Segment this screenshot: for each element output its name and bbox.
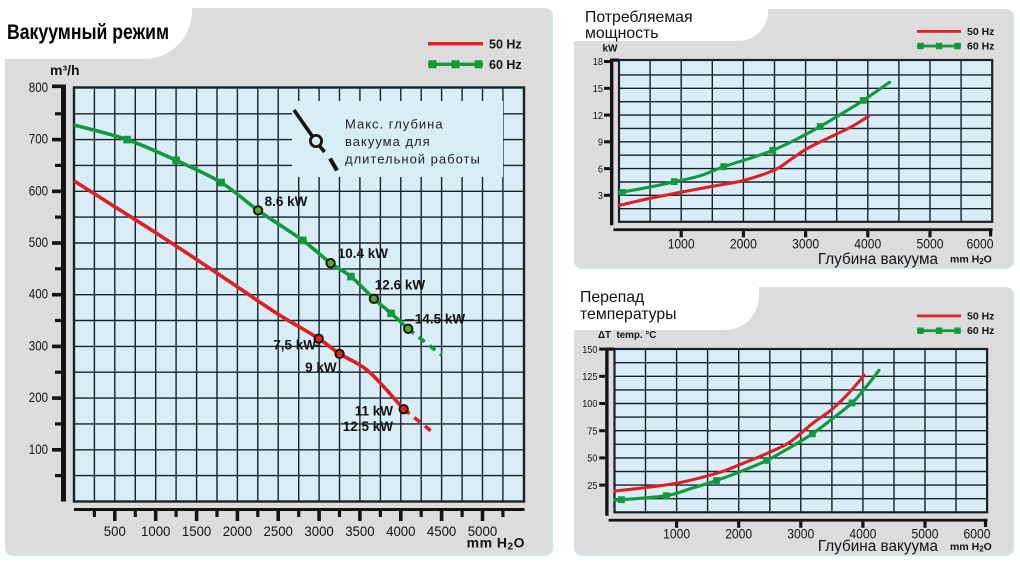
svg-text:6000: 6000: [964, 527, 991, 542]
svg-text:300: 300: [29, 337, 48, 353]
svg-text:400: 400: [29, 286, 48, 302]
svg-text:Глубина вакуума: Глубина вакуума: [818, 251, 939, 268]
svg-text:18: 18: [593, 56, 603, 68]
svg-text:2000: 2000: [730, 237, 757, 252]
svg-text:2500: 2500: [264, 523, 294, 539]
svg-text:mm H2O: mm H2O: [467, 535, 525, 553]
svg-text:вакуума для: вакуума для: [345, 134, 431, 149]
svg-text:50 Hz: 50 Hz: [489, 38, 522, 52]
svg-text:11 kW: 11 kW: [355, 403, 394, 418]
svg-text:mm H2O: mm H2O: [950, 254, 992, 267]
svg-text:500: 500: [104, 523, 126, 539]
svg-text:12: 12: [593, 110, 603, 122]
svg-text:m³/h: m³/h: [50, 62, 80, 78]
svg-text:3000: 3000: [304, 523, 334, 539]
svg-text:Макс. глубина: Макс. глубина: [345, 117, 444, 132]
svg-text:200: 200: [29, 389, 48, 405]
svg-text:7,5 kW: 7,5 kW: [273, 337, 316, 352]
svg-text:2000: 2000: [725, 527, 752, 542]
svg-text:4000: 4000: [386, 523, 416, 539]
svg-text:125: 125: [582, 371, 597, 383]
svg-text:12.5 kW: 12.5 kW: [343, 419, 394, 434]
svg-text:3500: 3500: [345, 523, 375, 539]
svg-text:ΔT temp. °C: ΔT temp. °C: [598, 330, 656, 341]
svg-text:kW: kW: [603, 43, 619, 54]
svg-text:14.5 kW: 14.5 kW: [415, 312, 466, 327]
svg-text:600: 600: [29, 182, 48, 198]
svg-text:60 Hz: 60 Hz: [489, 58, 522, 72]
svg-text:100: 100: [29, 441, 48, 457]
svg-text:10.4 kW: 10.4 kW: [338, 246, 389, 261]
svg-text:60 Hz: 60 Hz: [967, 325, 994, 337]
svg-text:6000: 6000: [967, 237, 994, 252]
svg-text:60 Hz: 60 Hz: [967, 41, 994, 53]
svg-text:1500: 1500: [182, 523, 212, 539]
svg-text:150: 150: [582, 344, 597, 356]
svg-text:5000: 5000: [917, 237, 944, 252]
svg-text:50 Hz: 50 Hz: [967, 310, 994, 322]
svg-text:5000: 5000: [468, 523, 498, 539]
svg-text:8.6 kW: 8.6 kW: [265, 194, 308, 209]
svg-text:1000: 1000: [663, 527, 690, 542]
svg-text:1000: 1000: [668, 237, 695, 252]
svg-text:100: 100: [582, 398, 597, 410]
svg-text:4000: 4000: [854, 237, 881, 252]
svg-text:15: 15: [593, 83, 603, 95]
svg-text:4500: 4500: [427, 523, 457, 539]
svg-text:500: 500: [29, 234, 48, 250]
svg-text:700: 700: [29, 131, 48, 147]
svg-text:9 kW: 9 kW: [305, 360, 337, 375]
svg-text:12.6 kW: 12.6 kW: [375, 277, 426, 292]
svg-text:800: 800: [29, 79, 48, 95]
svg-text:9: 9: [598, 137, 603, 149]
svg-text:2000: 2000: [223, 523, 253, 539]
svg-text:50: 50: [587, 453, 597, 465]
svg-text:1000: 1000: [141, 523, 171, 539]
svg-text:25: 25: [587, 480, 597, 492]
svg-text:3000: 3000: [792, 237, 819, 252]
svg-text:длительной работы: длительной работы: [345, 152, 481, 167]
svg-text:mm H2O: mm H2O: [950, 541, 992, 554]
svg-text:Глубина вакуума: Глубина вакуума: [818, 538, 939, 555]
svg-text:4000: 4000: [849, 527, 876, 542]
svg-text:6: 6: [598, 163, 603, 175]
svg-text:75: 75: [587, 425, 597, 437]
svg-text:3000: 3000: [787, 527, 814, 542]
svg-text:5000: 5000: [912, 527, 939, 542]
svg-text:50 Hz: 50 Hz: [967, 26, 994, 38]
svg-text:3: 3: [598, 190, 603, 202]
